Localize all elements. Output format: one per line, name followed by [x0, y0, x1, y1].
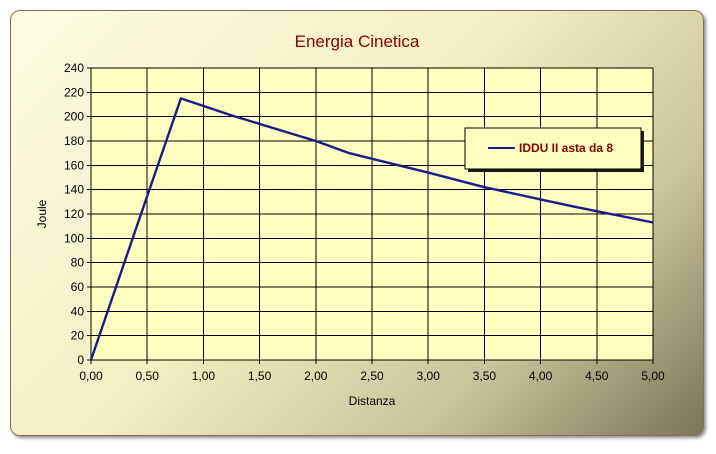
y-tick-label: 240	[64, 61, 84, 75]
y-tick-label: 220	[64, 85, 84, 99]
y-tick-label: 160	[64, 158, 84, 172]
legend-box	[464, 127, 642, 170]
x-tick-label: 0,00	[79, 369, 103, 383]
y-axis-title: Joule	[35, 199, 49, 228]
y-tick-label: 60	[71, 280, 85, 294]
y-tick-label: 0	[77, 353, 84, 367]
y-tick-label: 120	[64, 207, 84, 221]
x-tick-label: 5,00	[641, 369, 665, 383]
y-tick-label: 80	[71, 256, 85, 270]
x-tick-label: 2,00	[304, 369, 328, 383]
y-tick-label: 180	[64, 134, 84, 148]
y-tick-label: 200	[64, 110, 84, 124]
y-tick-label: 40	[71, 304, 85, 318]
x-tick-label: 2,50	[360, 369, 384, 383]
y-tick-label: 100	[64, 231, 84, 245]
series-layer	[89, 97, 654, 361]
x-tick-label: 3,00	[417, 369, 441, 383]
x-tick-label: 0,50	[136, 369, 160, 383]
axes: 0 20 40 60 80 100 120 140 160 180 200 220 240 0,00 0,5…	[64, 61, 665, 383]
x-tick-label: 1,50	[248, 369, 272, 383]
x-tick-label: 4,00	[529, 369, 553, 383]
y-tick-label: 140	[64, 183, 84, 197]
chart-title: Energia Cinetica	[295, 32, 420, 51]
legend: IDDU II asta da 8	[464, 127, 644, 172]
legend-label: IDDU II asta da 8	[519, 141, 613, 155]
x-tick-label: 1,00	[192, 369, 216, 383]
y-tick-label: 20	[71, 329, 85, 343]
series-line	[89, 97, 654, 361]
x-axis-title: Distanza	[349, 394, 396, 408]
x-tick-label: 4,50	[585, 369, 609, 383]
x-tick-label: 3,50	[473, 369, 497, 383]
